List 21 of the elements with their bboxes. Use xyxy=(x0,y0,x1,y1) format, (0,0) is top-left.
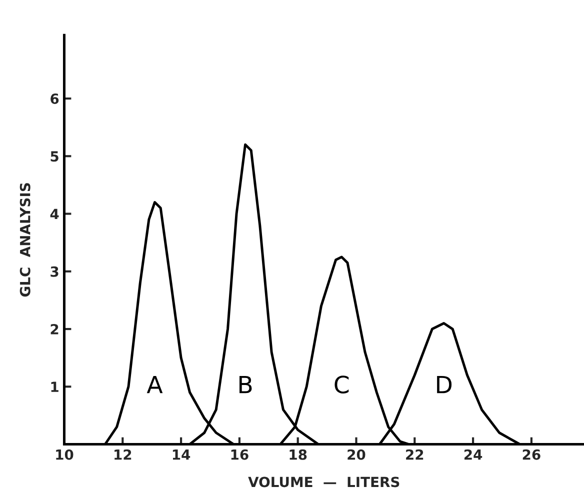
y-tick-label: 6 xyxy=(50,94,59,104)
y-tick-label: 2 xyxy=(50,324,58,334)
y-tick-label: 5 xyxy=(50,151,58,162)
x-tick-label: 22 xyxy=(406,449,424,460)
y-tick-label: 4 xyxy=(50,208,59,220)
y-tick-label: 1 xyxy=(51,382,58,392)
series-label: A xyxy=(146,376,163,394)
x-tick-label: 14 xyxy=(172,450,190,460)
x-tick-label: 20 xyxy=(348,449,366,460)
x-tick-label: 18 xyxy=(290,449,307,460)
x-axis-title: VOLUME — LITERS xyxy=(248,476,400,488)
x-tick-label: 10 xyxy=(56,449,74,460)
x-tick-label: 12 xyxy=(114,449,132,460)
x-tick-label: 24 xyxy=(464,449,482,460)
x-tick-label: 16 xyxy=(231,449,248,460)
y-axis-title: GLC ANALYSIS xyxy=(20,183,30,297)
x-tick-label: 26 xyxy=(522,449,540,460)
series-label: B xyxy=(239,376,252,394)
series-label: D xyxy=(437,376,452,394)
series-label: C xyxy=(334,376,349,394)
y-tick-label: 3 xyxy=(50,266,58,277)
